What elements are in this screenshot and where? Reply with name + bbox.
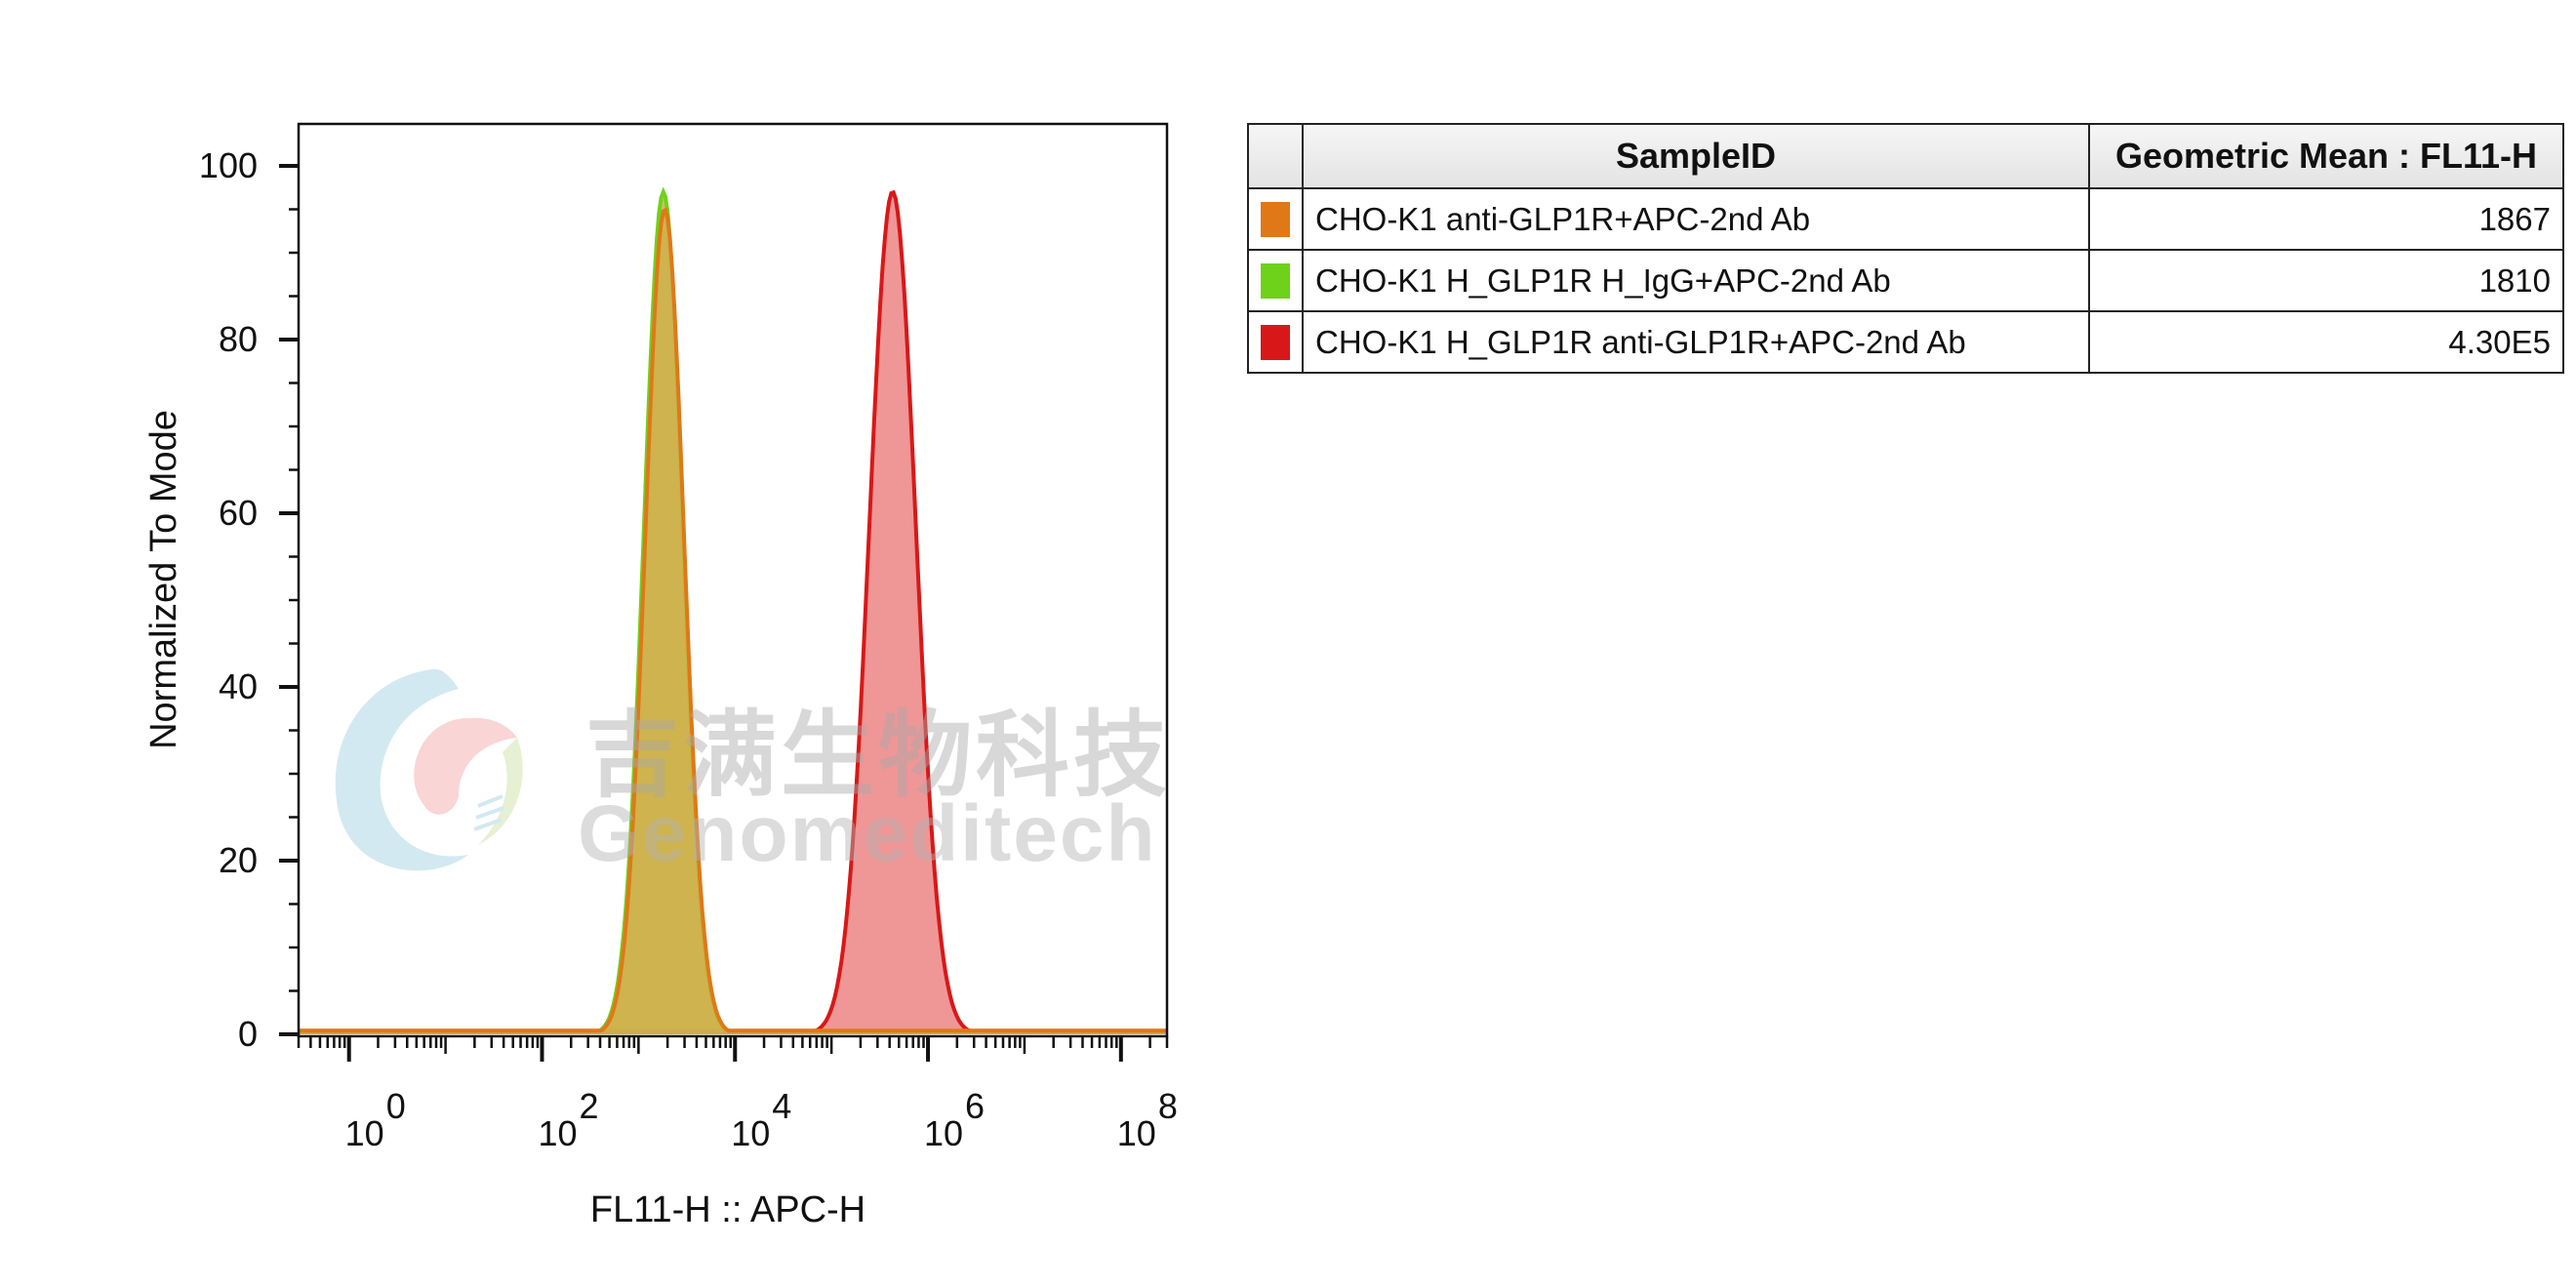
- y-tick-label: 20: [219, 840, 258, 880]
- header-geometric-mean: Geometric Mean : FL11-H: [2088, 123, 2564, 189]
- legend-swatch-cell: [1247, 187, 1304, 251]
- x-tick-exponent: 6: [965, 1086, 985, 1126]
- x-tick-exponent: 4: [772, 1086, 791, 1126]
- x-axis-label: FL11-H :: APC-H: [590, 1189, 865, 1230]
- legend-geometric-mean: 4.30E5: [2088, 310, 2564, 374]
- legend-sample-id: CHO-K1 H_GLP1R anti-GLP1R+APC-2nd Ab: [1302, 310, 2090, 374]
- x-tick-exponent: 2: [579, 1086, 598, 1126]
- legend-swatch-cell: [1247, 310, 1304, 374]
- x-tick-label: 10: [538, 1113, 577, 1153]
- x-tick-exponent: 8: [1158, 1086, 1178, 1126]
- legend-geometric-mean: 1867: [2088, 187, 2564, 251]
- header-swatch-cell: [1247, 123, 1304, 189]
- series-line: [299, 189, 1167, 1033]
- legend-swatch: [1261, 201, 1290, 237]
- x-tick-label: 10: [924, 1113, 963, 1153]
- x-tick-label: 10: [1117, 1113, 1156, 1153]
- legend-sample-id: CHO-K1 anti-GLP1R+APC-2nd Ab: [1302, 187, 2090, 251]
- legend-table: SampleID Geometric Mean : FL11-H CHO-K1 …: [1247, 123, 2564, 374]
- legend-swatch-cell: [1247, 249, 1304, 312]
- series-area: [299, 210, 1167, 1035]
- y-tick-label: 40: [219, 666, 258, 706]
- legend-geometric-mean: 1810: [2088, 249, 2564, 312]
- series-line: [299, 207, 1167, 1033]
- y-tick-label: 100: [199, 145, 258, 185]
- x-tick-exponent: 0: [386, 1086, 406, 1126]
- header-sample-id: SampleID: [1302, 123, 2090, 189]
- plot-marks: [299, 186, 1167, 1035]
- series-area: [299, 191, 1167, 1034]
- legend-row: CHO-K1 anti-GLP1R+APC-2nd Ab 1867: [1247, 187, 2564, 251]
- legend-swatch: [1261, 324, 1290, 360]
- y-tick-label: 60: [219, 493, 258, 533]
- legend-header-row: SampleID Geometric Mean : FL11-H: [1247, 123, 2564, 189]
- y-axis-label: Normalized To Mode: [143, 410, 184, 749]
- plot-frame: [297, 122, 1169, 1038]
- legend-sample-id: CHO-K1 H_GLP1R H_IgG+APC-2nd Ab: [1302, 249, 2090, 312]
- series-area: [299, 192, 1167, 1035]
- series-line: [299, 186, 1167, 1033]
- y-tick-label: 80: [219, 319, 258, 359]
- legend-swatch: [1261, 262, 1290, 299]
- y-tick-label: 0: [238, 1014, 258, 1054]
- x-tick-label: 10: [345, 1113, 384, 1153]
- legend-row: CHO-K1 H_GLP1R anti-GLP1R+APC-2nd Ab 4.3…: [1247, 310, 2564, 374]
- x-tick-label: 10: [731, 1113, 770, 1153]
- legend-row: CHO-K1 H_GLP1R H_IgG+APC-2nd Ab 1810: [1247, 249, 2564, 312]
